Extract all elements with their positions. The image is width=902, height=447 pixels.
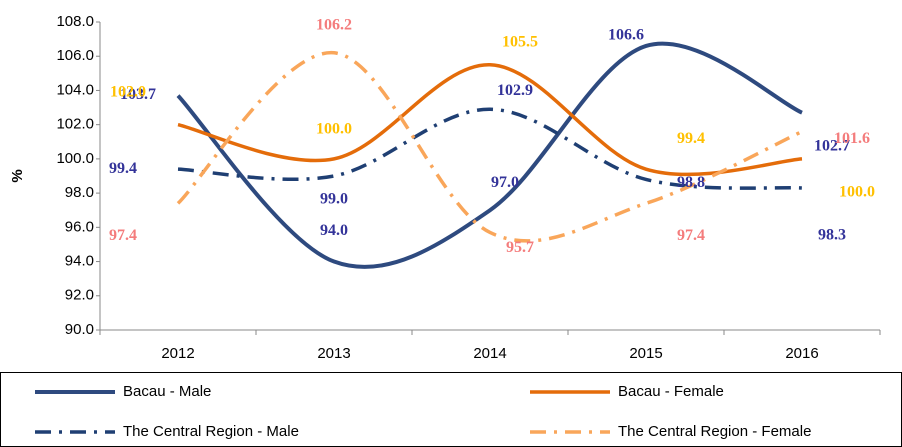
- data-label: 99.4: [677, 130, 705, 147]
- data-label: 94.0: [320, 222, 348, 239]
- data-label: 106.6: [608, 27, 644, 44]
- data-label: 101.6: [834, 130, 870, 147]
- y-tick-label: 98.0: [65, 184, 94, 201]
- data-label: 102.7: [814, 137, 850, 154]
- x-tick-label: 2015: [629, 345, 662, 362]
- y-tick-label: 106.0: [56, 47, 94, 64]
- y-tick-label: 90.0: [65, 321, 94, 338]
- data-label: 95.7: [506, 239, 534, 256]
- data-label: 100.0: [316, 121, 352, 138]
- data-label: 97.4: [677, 227, 705, 244]
- data-label: 105.5: [502, 33, 538, 50]
- data-label: 102.9: [497, 82, 533, 99]
- legend-label: The Central Region - Female: [618, 423, 811, 440]
- series-line: [177, 63, 803, 177]
- legend-label: The Central Region - Male: [123, 423, 299, 440]
- x-tick-label: 2013: [317, 345, 350, 362]
- data-label: 102.0: [110, 83, 146, 100]
- series-line: [176, 41, 803, 269]
- data-label: 98.3: [818, 227, 846, 244]
- legend-label: Bacau - Female: [618, 383, 724, 400]
- x-tick-label: 2012: [161, 345, 194, 362]
- y-tick-label: 96.0: [65, 218, 94, 235]
- x-tick-label: 2016: [785, 345, 818, 362]
- x-tick-label: 2014: [473, 345, 506, 362]
- series-line: [177, 107, 803, 190]
- data-label: 97.4: [109, 227, 137, 244]
- y-tick-label: 102.0: [56, 116, 94, 133]
- legend-label: Bacau - Male: [123, 383, 211, 400]
- data-label: 97.0: [491, 174, 519, 191]
- data-label: 106.2: [316, 16, 352, 33]
- data-label: 98.8: [677, 174, 705, 191]
- y-tick-label: 108.0: [56, 13, 94, 30]
- data-label: 99.4: [109, 160, 137, 177]
- y-tick-label: 104.0: [56, 81, 94, 98]
- y-tick-label: 94.0: [65, 253, 94, 270]
- data-label: 103.7: [120, 86, 156, 103]
- y-axis-label: %: [9, 169, 26, 182]
- y-tick-label: 100.0: [56, 150, 94, 167]
- series-line: [176, 51, 803, 243]
- data-label: 99.0: [320, 191, 348, 208]
- data-label: 100.0: [839, 184, 875, 201]
- y-tick-label: 92.0: [65, 287, 94, 304]
